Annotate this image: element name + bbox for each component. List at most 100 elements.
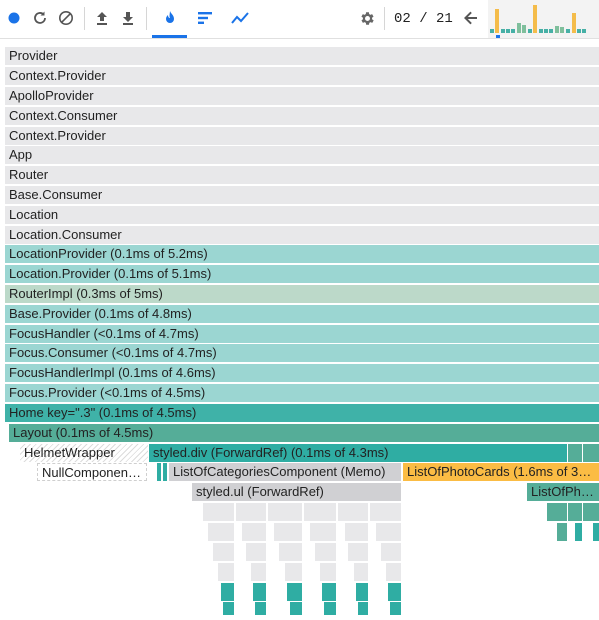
flame-node[interactable]: FocusHandlerImpl (0.1ms of 4.6ms) <box>5 364 599 382</box>
flame-node[interactable]: Base.Consumer <box>5 186 599 204</box>
commit-bar[interactable] <box>582 29 586 33</box>
commit-bar[interactable] <box>506 29 510 33</box>
commit-bar[interactable] <box>495 9 499 33</box>
flame-node[interactable]: Router <box>5 166 599 184</box>
flame-node[interactable]: Context.Consumer <box>5 107 599 125</box>
commit-bar[interactable] <box>577 29 581 33</box>
flame-node[interactable] <box>251 563 266 581</box>
save-profile-button[interactable] <box>118 8 138 28</box>
flame-node[interactable] <box>310 523 336 541</box>
commit-bar[interactable] <box>560 27 564 33</box>
flame-node[interactable]: Context.Provider <box>5 67 599 85</box>
flame-node[interactable] <box>348 543 368 561</box>
flame-node[interactable] <box>255 602 266 615</box>
flame-node[interactable] <box>223 602 234 615</box>
commit-bar[interactable] <box>511 29 515 33</box>
flame-node-styled-div[interactable]: styled.div (ForwardRef) (0.1ms of 4.3ms) <box>149 444 567 462</box>
flame-node[interactable] <box>568 503 582 521</box>
flame-node[interactable]: Location.Provider (0.1ms of 5.1ms) <box>5 265 599 283</box>
commit-bar[interactable] <box>555 26 559 33</box>
flame-node[interactable] <box>163 463 167 481</box>
flame-node[interactable]: Home key=".3" (0.1ms of 4.5ms) <box>5 404 599 422</box>
flame-node-helmet-wrapper[interactable]: HelmetWrapper <box>20 444 148 462</box>
flame-node[interactable]: Focus.Provider (<0.1ms of 4.5ms) <box>5 384 599 402</box>
previous-commit-button[interactable] <box>461 8 481 28</box>
commit-bar[interactable] <box>517 23 521 33</box>
flame-node[interactable] <box>287 583 302 601</box>
flame-node[interactable] <box>221 583 234 601</box>
commit-bar[interactable] <box>539 29 543 33</box>
flame-node[interactable] <box>253 583 266 601</box>
flame-node[interactable] <box>390 602 401 615</box>
flame-node-list-of-categories[interactable]: ListOfCategoriesComponent (Memo) <box>169 463 401 481</box>
flame-node[interactable]: Location <box>5 206 599 224</box>
flame-node[interactable] <box>242 523 266 541</box>
flame-node[interactable] <box>557 523 567 541</box>
flame-node[interactable] <box>354 563 368 581</box>
flame-node[interactable] <box>320 563 336 581</box>
flame-node[interactable] <box>376 523 401 541</box>
flame-node[interactable] <box>213 543 234 561</box>
flame-node[interactable] <box>304 503 336 521</box>
flame-node[interactable] <box>381 543 401 561</box>
flame-node-styled-ul[interactable]: styled.ul (ForwardRef) <box>192 483 401 501</box>
commit-bar[interactable] <box>549 29 553 33</box>
flame-node[interactable] <box>593 523 599 541</box>
flame-node[interactable] <box>583 503 599 521</box>
flame-node[interactable] <box>338 503 368 521</box>
flame-node[interactable] <box>218 563 234 581</box>
flame-node[interactable]: Base.Provider (0.1ms of 4.8ms) <box>5 305 599 323</box>
flame-node[interactable] <box>575 523 582 541</box>
flame-node-list-of-phot[interactable]: ListOfPhot… <box>527 483 599 501</box>
flame-node[interactable]: Location.Consumer <box>5 226 599 244</box>
flame-node[interactable]: Provider <box>5 47 599 65</box>
flame-node-null-component[interactable]: NullComponen… <box>37 463 147 481</box>
flame-chart-tab[interactable] <box>160 8 180 28</box>
flame-node[interactable]: Layout (0.1ms of 4.5ms) <box>9 424 599 442</box>
flame-node[interactable] <box>386 563 401 581</box>
flame-node[interactable] <box>568 444 582 462</box>
flame-node[interactable]: ApolloProvider <box>5 87 599 105</box>
flame-node[interactable] <box>157 463 161 481</box>
flame-node[interactable] <box>358 602 368 615</box>
flame-node[interactable] <box>345 523 368 541</box>
commit-bar[interactable] <box>522 25 526 33</box>
flame-node[interactable] <box>322 583 336 601</box>
commit-selector[interactable] <box>488 0 599 38</box>
flame-node[interactable]: LocationProvider (0.1ms of 5.2ms) <box>5 245 599 263</box>
commit-bar[interactable] <box>566 29 570 33</box>
commit-bar[interactable] <box>544 29 548 33</box>
flame-node[interactable]: RouterImpl (0.3ms of 5ms) <box>5 285 599 303</box>
flame-node[interactable] <box>203 503 234 521</box>
clear-button[interactable] <box>56 8 76 28</box>
commit-bar[interactable] <box>501 29 505 33</box>
flame-node[interactable] <box>356 583 368 601</box>
settings-button[interactable] <box>357 8 377 28</box>
flame-node[interactable] <box>279 543 302 561</box>
flame-node[interactable] <box>315 543 336 561</box>
flame-node[interactable] <box>547 503 567 521</box>
flame-node[interactable]: Context.Provider <box>5 127 599 145</box>
flame-node[interactable] <box>583 444 599 462</box>
load-profile-button[interactable] <box>92 8 112 28</box>
flame-node[interactable] <box>388 583 401 601</box>
flame-node[interactable] <box>236 503 266 521</box>
flame-node[interactable]: Focus.Consumer (<0.1ms of 4.7ms) <box>5 344 599 362</box>
commit-bar[interactable] <box>528 29 532 33</box>
commit-bar[interactable] <box>572 13 576 33</box>
flame-node[interactable] <box>370 503 401 521</box>
commit-bar[interactable] <box>490 29 494 33</box>
timeline-tab[interactable] <box>230 8 250 28</box>
flame-node[interactable] <box>208 523 234 541</box>
flame-node[interactable] <box>290 602 302 615</box>
flame-node-list-of-photo-cards[interactable]: ListOfPhotoCards (1.6ms of 3ms) <box>403 463 599 481</box>
commit-bar[interactable] <box>533 5 537 33</box>
flame-node[interactable]: FocusHandler (<0.1ms of 4.7ms) <box>5 325 599 343</box>
flame-node[interactable] <box>268 503 302 521</box>
flame-node[interactable] <box>324 602 336 615</box>
record-button[interactable] <box>4 8 24 28</box>
flame-node[interactable]: App <box>5 146 599 164</box>
ranked-chart-tab[interactable] <box>195 8 215 28</box>
flame-node[interactable] <box>285 563 302 581</box>
flame-node[interactable] <box>274 523 302 541</box>
